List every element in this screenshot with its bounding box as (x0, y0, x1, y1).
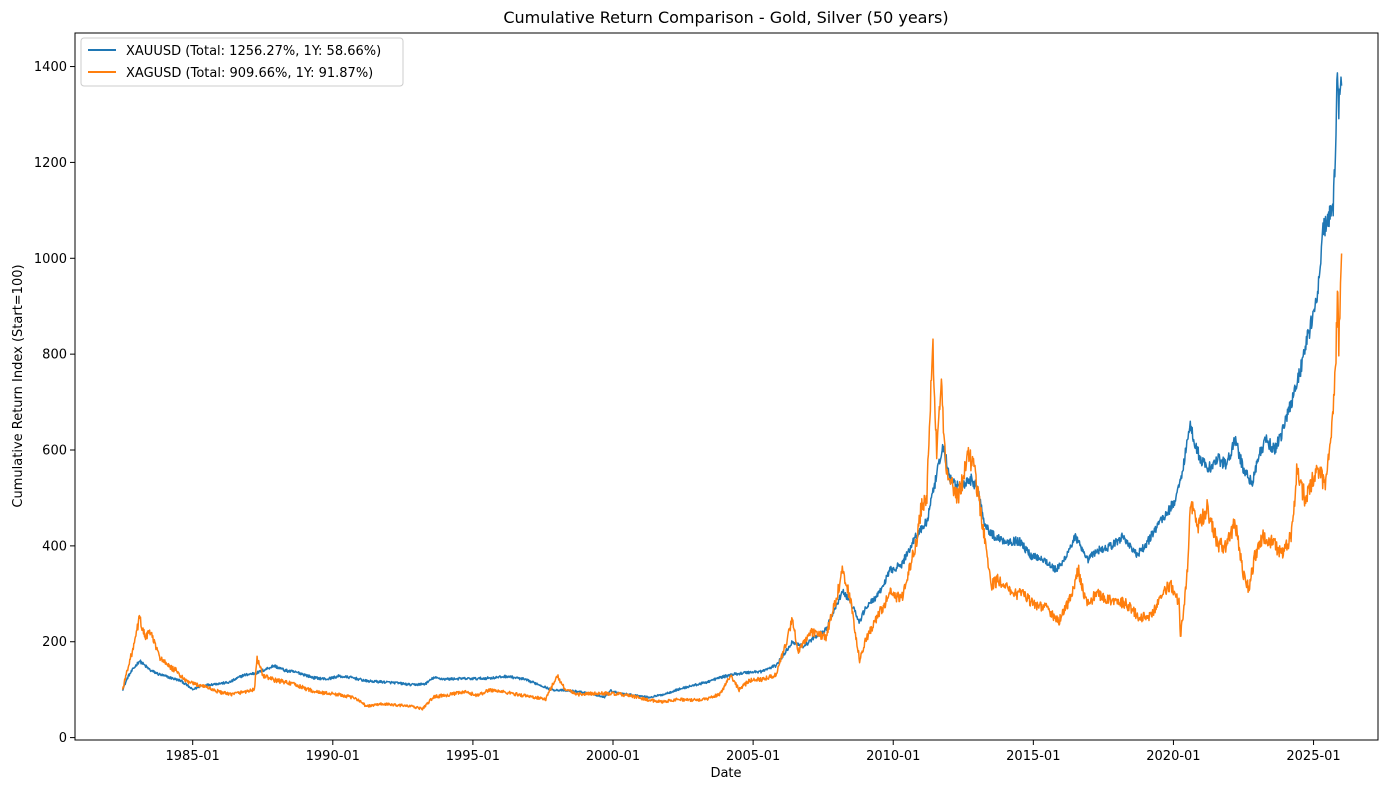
x-axis-title: Date (710, 766, 741, 781)
series-line-xagusd (121, 253, 1343, 711)
plot-frame (74, 32, 1379, 741)
legend-label-xagusd: XAGUSD (Total: 909.66%, 1Y: 91.87%) (126, 66, 373, 81)
x-tick-label: 2025-01 (1286, 749, 1340, 764)
x-tick-label: 1995-01 (446, 749, 500, 764)
y-axis-title: Cumulative Return Index (Start=100) (11, 264, 26, 507)
x-tick-label: 1985-01 (166, 749, 220, 764)
y-tick-label: 600 (42, 444, 67, 459)
plot-area (74, 32, 1379, 741)
x-tick-label: 2015-01 (1006, 749, 1060, 764)
legend-box (80, 37, 404, 87)
y-tick-label: 0 (59, 731, 67, 746)
y-tick-label: 400 (42, 539, 67, 554)
series-layer (121, 72, 1343, 711)
legend-label-xauusd: XAUUSD (Total: 1256.27%, 1Y: 58.66%) (126, 44, 381, 59)
y-axis: 0 200 400 600 800 1000 1200 1400 (34, 60, 75, 746)
legend: XAUUSD (Total: 1256.27%, 1Y: 58.66%) XAG… (80, 37, 404, 87)
y-tick-label: 1000 (34, 252, 67, 267)
x-tick-label: 1990-01 (306, 749, 360, 764)
y-tick-label: 200 (42, 635, 67, 650)
x-tick-label: 2005-01 (726, 749, 780, 764)
y-tick-label: 1200 (34, 156, 67, 171)
y-tick-label: 1400 (34, 60, 67, 75)
x-tick-label: 2020-01 (1146, 749, 1200, 764)
series-line-xauusd (121, 72, 1343, 699)
x-axis: 1985-01 1990-01 1995-01 2000-01 2005-01 2010-… (166, 740, 1341, 764)
x-tick-label: 2000-01 (586, 749, 640, 764)
y-tick-label: 800 (42, 348, 67, 363)
x-tick-label: 2010-01 (866, 749, 920, 764)
chart-title: Cumulative Return Comparison - Gold, Sil… (503, 8, 948, 27)
